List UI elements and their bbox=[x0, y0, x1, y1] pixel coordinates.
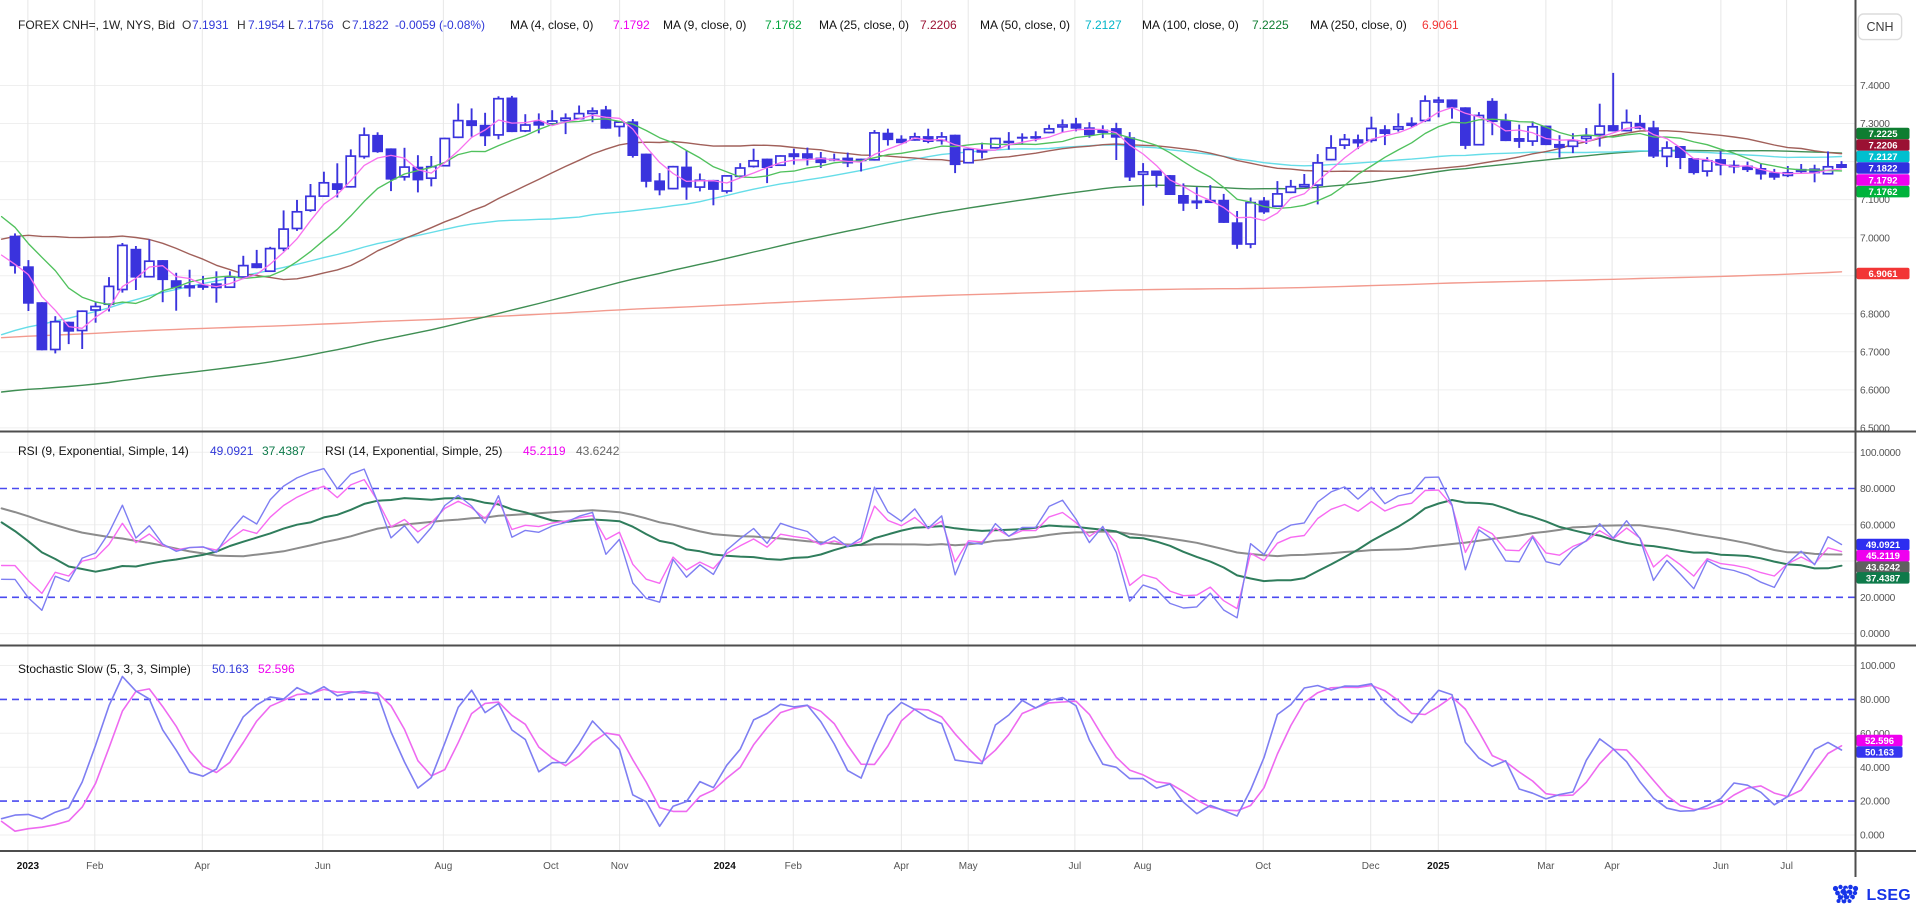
svg-text:Mar: Mar bbox=[1537, 861, 1555, 872]
svg-text:CNH: CNH bbox=[1866, 20, 1893, 34]
svg-text:7.3000: 7.3000 bbox=[1860, 119, 1890, 130]
svg-text:20.000: 20.000 bbox=[1860, 797, 1890, 808]
svg-text:Jun: Jun bbox=[1713, 861, 1729, 872]
svg-text:6.6000: 6.6000 bbox=[1860, 386, 1890, 397]
svg-text:7.2127: 7.2127 bbox=[1868, 152, 1897, 163]
svg-text:7.1762: 7.1762 bbox=[1868, 187, 1897, 198]
svg-text:43.6242: 43.6242 bbox=[1866, 563, 1900, 574]
svg-text:MA (9, close, 0): MA (9, close, 0) bbox=[663, 18, 746, 32]
svg-text:80.000: 80.000 bbox=[1860, 695, 1890, 706]
svg-text:37.4387: 37.4387 bbox=[1866, 573, 1900, 584]
svg-text:RSI (9, Exponential, Simple, 1: RSI (9, Exponential, Simple, 14) bbox=[18, 444, 189, 458]
svg-text:Jul: Jul bbox=[1069, 861, 1082, 872]
svg-text:7.4000: 7.4000 bbox=[1860, 81, 1890, 92]
svg-text:L: L bbox=[288, 18, 295, 32]
svg-text:7.1000: 7.1000 bbox=[1860, 195, 1890, 206]
svg-text:7.1822: 7.1822 bbox=[1868, 163, 1897, 174]
svg-text:Nov: Nov bbox=[611, 861, 629, 872]
svg-text:6.9061: 6.9061 bbox=[1868, 269, 1898, 280]
svg-text:7.2127: 7.2127 bbox=[1085, 18, 1122, 32]
svg-text:Aug: Aug bbox=[1134, 861, 1152, 872]
svg-text:49.0921: 49.0921 bbox=[1866, 540, 1901, 551]
svg-text:Oct: Oct bbox=[543, 861, 559, 872]
svg-text:20.0000: 20.0000 bbox=[1860, 593, 1896, 604]
svg-text:7.1792: 7.1792 bbox=[1868, 175, 1897, 186]
svg-text:100.000: 100.000 bbox=[1860, 661, 1896, 672]
svg-text:7.1756: 7.1756 bbox=[297, 18, 334, 32]
svg-text:7.2206: 7.2206 bbox=[920, 18, 957, 32]
svg-text:43.6242: 43.6242 bbox=[576, 444, 620, 458]
svg-text:6.5000: 6.5000 bbox=[1860, 424, 1890, 435]
svg-text:60.000: 60.000 bbox=[1860, 729, 1890, 740]
svg-text:52.596: 52.596 bbox=[258, 662, 295, 676]
svg-text:MA (100, close, 0): MA (100, close, 0) bbox=[1142, 18, 1239, 32]
svg-text:7.0000: 7.0000 bbox=[1860, 233, 1890, 244]
svg-text:7.1792: 7.1792 bbox=[613, 18, 650, 32]
svg-text:45.2119: 45.2119 bbox=[1866, 551, 1900, 562]
svg-text:Jul: Jul bbox=[1780, 861, 1793, 872]
svg-text:MA (25, close, 0): MA (25, close, 0) bbox=[819, 18, 909, 32]
svg-text:7.1762: 7.1762 bbox=[765, 18, 802, 32]
svg-text:Jun: Jun bbox=[315, 861, 331, 872]
svg-text:50.163: 50.163 bbox=[1865, 747, 1894, 758]
svg-text:Apr: Apr bbox=[1604, 861, 1620, 872]
svg-text:-0.0059 (-0.08%): -0.0059 (-0.08%) bbox=[395, 18, 485, 32]
svg-text:Apr: Apr bbox=[195, 861, 211, 872]
svg-text:2024: 2024 bbox=[714, 861, 737, 872]
svg-text:May: May bbox=[959, 861, 978, 872]
svg-text:Dec: Dec bbox=[1362, 861, 1380, 872]
svg-text:Oct: Oct bbox=[1255, 861, 1271, 872]
svg-text:7.1822: 7.1822 bbox=[352, 18, 389, 32]
svg-text:52.596: 52.596 bbox=[1865, 736, 1894, 747]
svg-text:MA (50, close, 0): MA (50, close, 0) bbox=[980, 18, 1070, 32]
svg-text:7.1954: 7.1954 bbox=[248, 18, 285, 32]
svg-text:6.8000: 6.8000 bbox=[1860, 309, 1890, 320]
svg-text:Aug: Aug bbox=[435, 861, 453, 872]
svg-text:49.0921: 49.0921 bbox=[210, 444, 254, 458]
svg-text:6.9061: 6.9061 bbox=[1422, 18, 1459, 32]
svg-text:0.0000: 0.0000 bbox=[1860, 629, 1890, 640]
svg-text:Apr: Apr bbox=[894, 861, 910, 872]
svg-text:60.0000: 60.0000 bbox=[1860, 520, 1896, 531]
svg-text:MA (250, close, 0): MA (250, close, 0) bbox=[1310, 18, 1407, 32]
svg-text:0.000: 0.000 bbox=[1860, 831, 1885, 842]
svg-text:6.7000: 6.7000 bbox=[1860, 347, 1890, 358]
svg-text:40.000: 40.000 bbox=[1860, 763, 1890, 774]
svg-text:C: C bbox=[342, 18, 351, 32]
svg-text:45.2119: 45.2119 bbox=[523, 444, 566, 458]
svg-text:2023: 2023 bbox=[17, 861, 40, 872]
svg-text:RSI (14, Exponential, Simple,: RSI (14, Exponential, Simple, 25) bbox=[325, 444, 502, 458]
svg-text:MA (4, close, 0): MA (4, close, 0) bbox=[510, 18, 593, 32]
svg-text:Stochastic Slow (5, 3, 3, Simp: Stochastic Slow (5, 3, 3, Simple) bbox=[18, 662, 191, 676]
svg-text:Feb: Feb bbox=[86, 861, 104, 872]
svg-text:80.0000: 80.0000 bbox=[1860, 484, 1896, 495]
svg-text:LSEG: LSEG bbox=[1867, 887, 1911, 904]
svg-text:7.2206: 7.2206 bbox=[1868, 140, 1897, 151]
svg-text:100.0000: 100.0000 bbox=[1860, 448, 1901, 459]
svg-text:7.1931: 7.1931 bbox=[192, 18, 229, 32]
svg-text:FOREX CNH=, 1W, NYS, Bid: FOREX CNH=, 1W, NYS, Bid bbox=[18, 18, 175, 32]
svg-text:2025: 2025 bbox=[1427, 861, 1450, 872]
svg-text:7.2225: 7.2225 bbox=[1868, 129, 1898, 140]
svg-text:Feb: Feb bbox=[785, 861, 803, 872]
svg-text:7.2225: 7.2225 bbox=[1252, 18, 1289, 32]
svg-text:O: O bbox=[182, 18, 191, 32]
svg-text:37.4387: 37.4387 bbox=[262, 444, 306, 458]
svg-text:H: H bbox=[237, 18, 246, 32]
svg-text:50.163: 50.163 bbox=[212, 662, 249, 676]
